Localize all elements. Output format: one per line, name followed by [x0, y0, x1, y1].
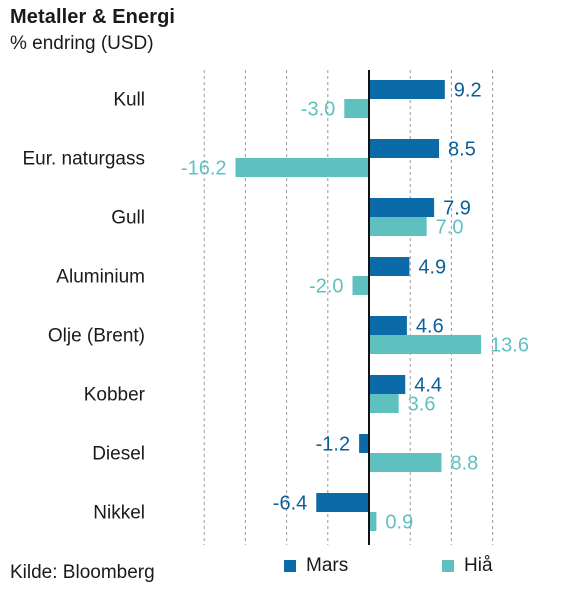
data-label: 13.6 — [490, 335, 529, 357]
data-label: -2.0 — [309, 276, 343, 298]
source-note: Kilde: Bloomberg — [10, 562, 155, 583]
bar-mars — [369, 257, 410, 276]
category-label: Kull — [113, 90, 145, 111]
data-label: 8.5 — [448, 139, 476, 161]
data-label: 7.9 — [443, 198, 471, 220]
data-label: -1.2 — [316, 434, 350, 456]
bar-hi — [344, 99, 369, 118]
bar-mars — [369, 375, 406, 394]
legend-item-hia: Hiå — [442, 555, 493, 577]
data-label: 9.2 — [454, 80, 482, 102]
data-label: 3.6 — [408, 394, 436, 416]
bar-hi — [352, 276, 369, 295]
bar-hi — [235, 158, 369, 177]
category-label: Eur. naturgass — [22, 149, 145, 170]
chart-title: Metaller & Energi — [10, 6, 176, 28]
category-label: Olje (Brent) — [48, 326, 145, 347]
data-label: -6.4 — [273, 493, 307, 515]
data-label: 7.0 — [436, 217, 464, 239]
legend-swatch-mars — [284, 560, 296, 572]
data-label: -3.0 — [301, 99, 335, 121]
category-label: Nikkel — [93, 503, 145, 524]
legend-item-mars: Mars — [284, 555, 348, 577]
category-label: Gull — [111, 208, 145, 229]
bar-hi — [369, 335, 482, 354]
legend-label-mars: Mars — [306, 555, 349, 576]
legend-label-hia: Hiå — [464, 555, 493, 576]
data-label: -16.2 — [181, 158, 227, 180]
bar-mars — [316, 493, 369, 512]
bar-mars — [369, 139, 440, 158]
bar-hi — [369, 512, 377, 531]
data-label: 8.8 — [451, 453, 479, 475]
chart-subtitle: % endring (USD) — [10, 33, 154, 54]
data-label: 4.4 — [414, 375, 442, 397]
bar-hi — [369, 453, 442, 472]
category-label: Diesel — [92, 444, 145, 465]
bar-hi — [369, 217, 427, 236]
category-label: Aluminium — [56, 267, 145, 288]
bar-mars — [359, 434, 369, 453]
legend-swatch-hia — [442, 560, 454, 572]
bar-mars — [369, 316, 407, 335]
bar-mars — [369, 198, 435, 217]
bar-hi — [369, 394, 399, 413]
data-label: 4.9 — [418, 257, 446, 279]
bar-mars — [369, 80, 445, 99]
data-label: 0.9 — [385, 512, 413, 534]
category-label: Kobber — [84, 385, 146, 406]
data-label: 4.6 — [416, 316, 444, 338]
